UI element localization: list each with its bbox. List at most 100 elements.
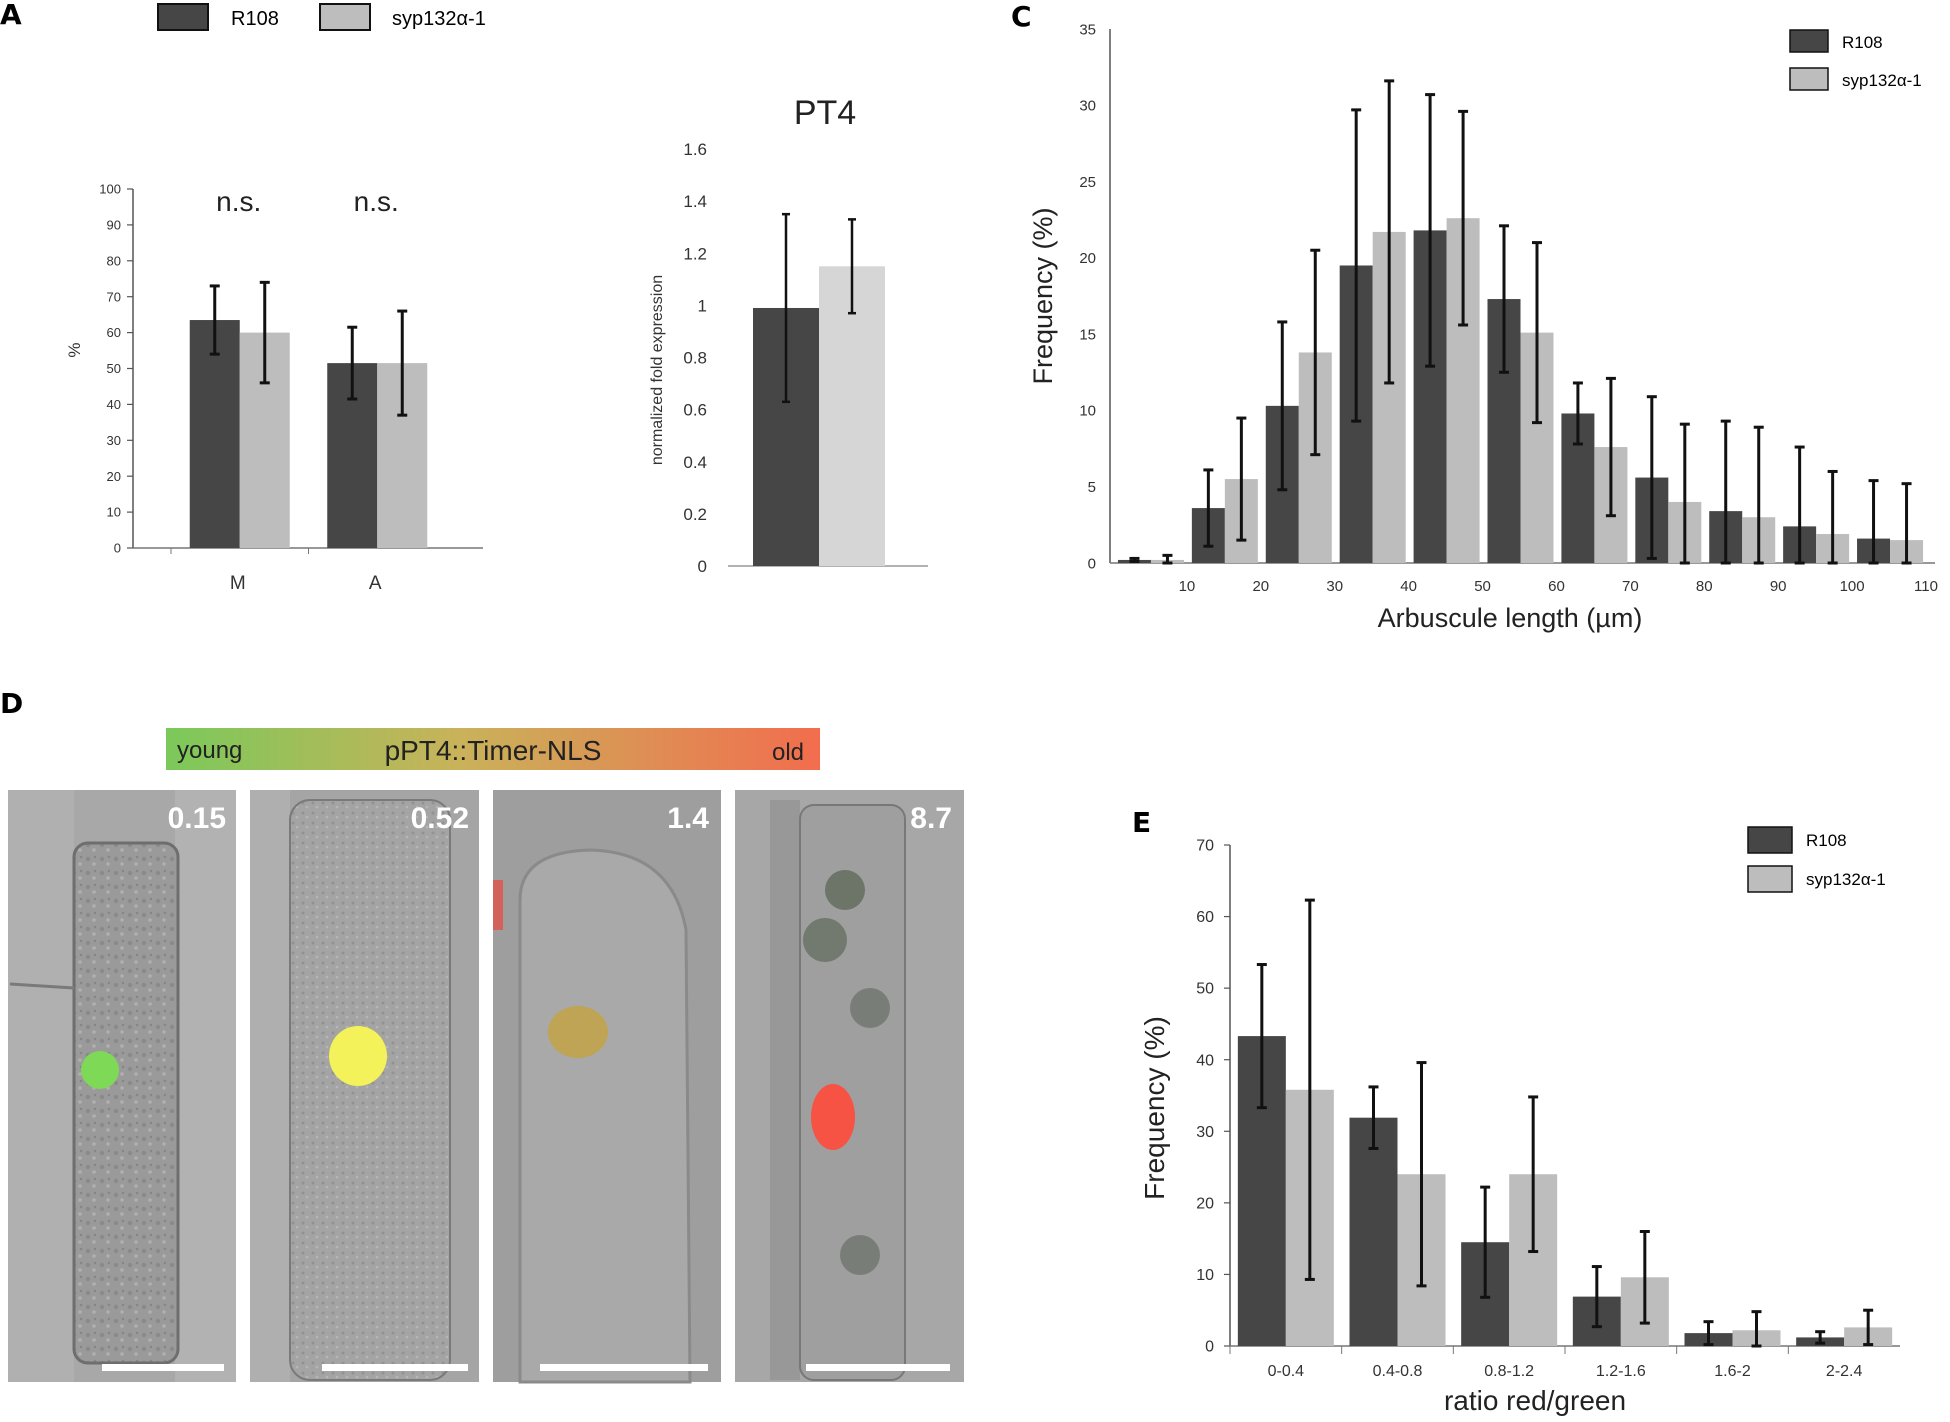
micrograph-2-scale-bar [322,1364,468,1371]
y-tick-label: 1.4 [683,192,707,211]
bar-syp [819,266,885,566]
panel-label-a: A [0,0,22,31]
y-tick-label: 1.2 [683,244,707,263]
y-tick-label: 0 [1205,1339,1214,1356]
chart-a-pt4-expression: 0 0.2 0.4 0.6 0.8 1 1.2 1.4 1.6 PT4 normalized fol… [649,94,928,576]
micrograph-2: 0.52 [250,790,479,1382]
y-tick-label: 70 [1196,838,1214,855]
x-tick-label: 20 [1252,578,1269,595]
x-tick-label: 90 [1770,578,1787,595]
micrograph-3-scale-bar [540,1364,708,1371]
y-tick-label: 20 [1196,1195,1214,1212]
micrograph-1-cell [72,841,180,1365]
x-tick-label: 30 [1326,578,1343,595]
y-axis-label: Frequency (%) [1028,207,1058,384]
micrograph-1-cell-wall [9,982,75,990]
bar-r108-0 [189,320,240,548]
panel-label-e: E [1132,806,1151,839]
micrograph-4-hypha [770,800,800,1380]
y-tick-label: 90 [107,217,121,232]
legend-swatch-r108 [157,3,209,31]
legend-e-swatch-syp [1747,865,1793,893]
x-tick-label: 2-2.4 [1826,1363,1863,1380]
micrograph-3-cell [518,848,692,1384]
legend-e-swatch-r108 [1747,826,1793,854]
panel-label-d: D [0,687,23,720]
x-tick-label: 80 [1696,578,1713,595]
legend-c-swatch-r108 [1789,29,1829,53]
micrograph-1-ratio: 0.15 [168,802,226,835]
micrograph-4-nucleus [811,1084,855,1150]
y-tick-label: 10 [1079,403,1096,420]
x-tick-label: 110 [1914,578,1938,595]
chart-a-percentage: 0 10 20 30 40 50 60 70 80 90 100 Mn.s. An.s.% [65,182,483,594]
y-tick-label: 5 [1088,479,1096,496]
legend-e-label-r108: R108 [1806,831,1847,850]
legend-label-syp: syp132α-1 [392,8,486,30]
x-tick-label: 70 [1622,578,1639,595]
chart-e-ratio-red-green: 0 10 20 30 40 50 60 70 0-0.4 0.4-0.8 0.8-1.2 1.2-1.… [1139,838,1900,1416]
micrograph-4-vesicle-1 [825,870,865,910]
legend-swatch-syp [319,3,371,31]
y-tick-label: 30 [1196,1124,1214,1141]
micrograph-4: 8.7 [735,790,964,1382]
y-tick-label: 1 [698,296,707,315]
x-tick-label: 60 [1548,578,1565,595]
chart-title: PT4 [794,94,856,132]
micrograph-4-vesicle-2 [803,918,847,962]
y-tick-label: 70 [107,289,121,304]
y-tick-label: 30 [107,433,121,448]
legend-c-swatch-syp [1789,67,1829,91]
legend-c: R108 syp132α-1 [1789,29,1922,91]
y-tick-label: 20 [1079,250,1096,267]
y-tick-label: 25 [1079,174,1096,191]
y-tick-label: 30 [1079,98,1096,115]
chart-c-arbuscule-length: 0 5 10 15 20 25 30 35 10 20 30 40 50 60 70 80 90 100 110 Ar… [1028,21,1938,633]
micrograph-1-left-cell [8,790,74,1382]
micrograph-1-right-cell [175,790,236,1382]
x-tick-label: 0.8-1.2 [1484,1363,1534,1380]
legend-e-label-syp: syp132α-1 [1806,870,1886,889]
y-tick-label: 60 [1196,909,1214,926]
micrograph-3-ratio: 1.4 [667,802,709,835]
y-tick-label: 0.4 [683,453,707,472]
x-tick-label: 100 [1840,578,1865,595]
micrograph-2-ratio: 0.52 [411,802,469,835]
y-tick-label: 0.6 [683,401,707,420]
x-tick-label-A: A [369,573,382,594]
gradient-old-label: old [772,739,804,766]
micrograph-1-scale-bar [102,1364,224,1371]
legend-a: R108 syp132α-1 [157,3,486,31]
gradient-young-label: young [177,737,242,764]
micrograph-2-nucleus [329,1026,387,1086]
micrograph-3-edge-signal [493,880,503,930]
x-tick-label-M: M [230,573,246,594]
y-tick-label: 1.6 [683,140,707,159]
y-axis-label: normalized fold expression [649,275,666,465]
y-tick-label: 100 [99,182,121,197]
y-tick-label: 50 [107,361,121,376]
x-axis-label: Arbuscule length (µm) [1378,603,1643,633]
micrograph-2-left-cell [250,790,290,1382]
gradient-fill [166,728,820,770]
gradient-title: pPT4::Timer-NLS [385,735,602,766]
y-tick-label: 0.8 [683,349,707,368]
timer-gradient-bar: young pPT4::Timer-NLS old [166,728,820,770]
y-axis-label: Frequency (%) [1139,1016,1170,1200]
legend-c-label-r108: R108 [1842,33,1883,52]
y-tick-label: 20 [107,469,121,484]
y-tick-label: 40 [107,397,121,412]
micrograph-2-cell [289,799,451,1381]
y-tick-label: 0 [1088,555,1096,572]
micrograph-4-scale-bar [806,1364,950,1371]
legend-label-r108: R108 [231,8,279,30]
significance-label: n.s. [354,186,399,217]
y-tick-label: 50 [1196,981,1214,998]
y-tick-label: 35 [1079,21,1096,38]
y-tick-label: 10 [107,505,121,520]
legend-c-label-syp: syp132α-1 [1842,71,1922,90]
y-tick-label: 15 [1079,326,1096,343]
x-tick-label: 0.4-0.8 [1373,1363,1423,1380]
micrograph-3: 1.4 [493,790,721,1384]
